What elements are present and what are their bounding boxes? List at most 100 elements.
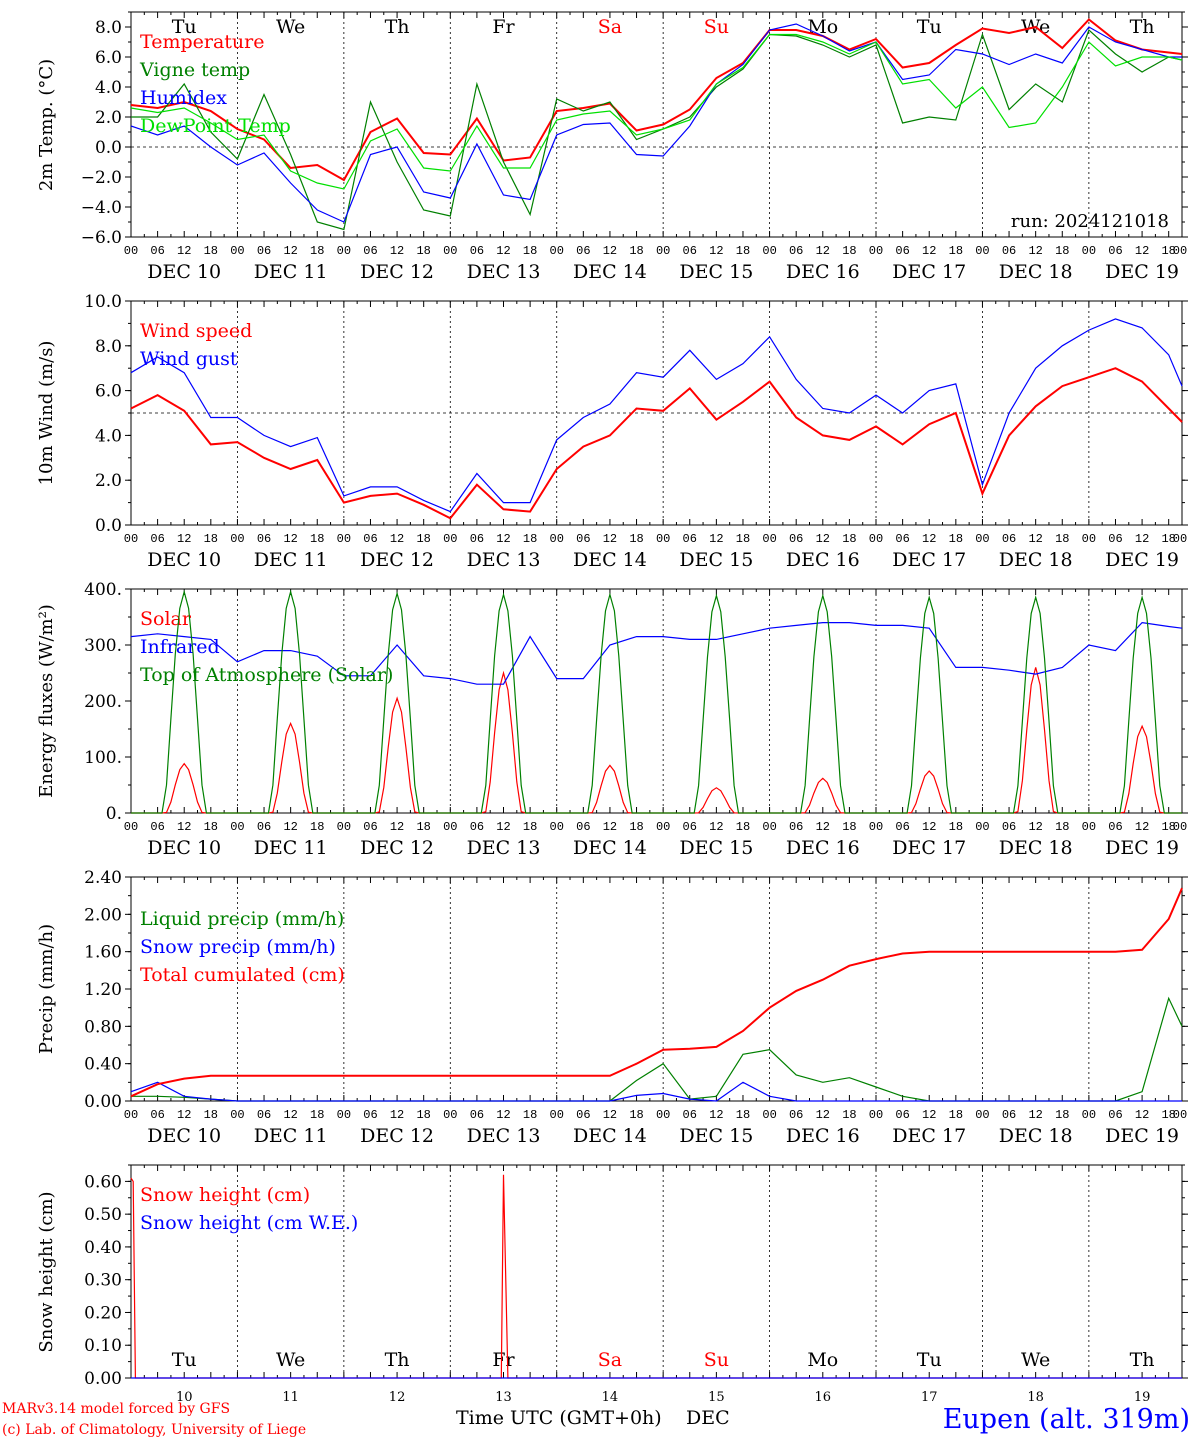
x-hour-label: 00 [656, 532, 670, 546]
x-hour-label: 18 [523, 820, 537, 834]
x-hour-label: 12 [496, 532, 510, 546]
x-hour-label: 18 [1055, 1108, 1069, 1122]
weekday-label: Th [385, 16, 410, 38]
x-hour-label: 18 [842, 1108, 856, 1122]
x-day-label: 10 [176, 1390, 193, 1405]
legend-total-cumulated-cm: Total cumulated (cm) [140, 964, 345, 986]
weekday-label: Mo [807, 16, 838, 38]
x-date-label: DEC 12 [360, 1125, 434, 1147]
x-day-label: 13 [495, 1390, 512, 1405]
y-tick-label: 8.0 [95, 18, 122, 38]
x-hour-label: 12 [1028, 532, 1042, 546]
x-hour-label: 06 [895, 244, 909, 258]
x-hour-label: 06 [470, 1108, 484, 1122]
series-line-infrared [130, 621, 1183, 685]
x-hour-label: 06 [150, 1108, 164, 1122]
x-hour-label: 00 [124, 1108, 138, 1122]
x-hour-label: 12 [709, 1108, 723, 1122]
x-date-label: DEC 12 [360, 549, 434, 571]
legend-liquid-precip-mm-h: Liquid precip (mm/h) [140, 908, 344, 930]
y-tick-label: 0.60 [84, 1172, 122, 1192]
y-axis-title: Energy fluxes (W/m²) [36, 604, 57, 798]
legend-snow-height-cm: Snow height (cm) [140, 1184, 310, 1206]
x-hour-label: 12 [603, 532, 617, 546]
y-tick-label: 0.80 [84, 1017, 122, 1037]
x-hour-label: 18 [310, 1108, 324, 1122]
x-date-label: DEC 17 [892, 1125, 966, 1147]
x-hour-label: 06 [683, 244, 697, 258]
x-hour-label: 06 [1108, 532, 1122, 546]
x-hour-label: 06 [1108, 820, 1122, 834]
series-line-snow-precip-mm-h [130, 1081, 1182, 1102]
y-tick-label: −4.0 [81, 198, 122, 218]
x-hour-label: 12 [603, 820, 617, 834]
x-date-label: DEC 18 [999, 1125, 1073, 1147]
x-hour-label: 18 [310, 820, 324, 834]
y-tick-label: 0.00 [84, 1092, 122, 1112]
y-axis-title: Precip (mm/h) [36, 924, 57, 1054]
x-hour-label: 06 [1108, 244, 1122, 258]
x-hour-label: 18 [629, 820, 643, 834]
x-day-label: 18 [1027, 1390, 1044, 1405]
x-hour-label: 12 [816, 1108, 830, 1122]
x-day-label: 19 [1134, 1390, 1151, 1405]
x-hour-label: 18 [204, 1108, 218, 1122]
weekday-label: Tu [917, 1349, 942, 1371]
y-axis-title: Snow height (cm) [36, 1191, 57, 1352]
x-hour-label: 12 [1135, 820, 1149, 834]
x-hour-label: 12 [283, 820, 297, 834]
x-hour-label: 00 [230, 820, 244, 834]
weekday-label: Th [385, 1349, 410, 1371]
x-hour-label: 12 [816, 820, 830, 834]
y-tick-label: 2.40 [84, 868, 122, 888]
x-date-label: DEC 17 [892, 261, 966, 283]
legend-snow-precip-mm-h: Snow precip (mm/h) [140, 936, 336, 958]
x-hour-label: 06 [1002, 820, 1016, 834]
x-hour-label: 06 [257, 532, 271, 546]
x-hour-label: 00 [762, 244, 776, 258]
x-date-label: DEC 18 [999, 261, 1073, 283]
x-hour-label: 00 [1173, 820, 1187, 834]
weekday-label: Th [1130, 1349, 1155, 1371]
x-hour-label: 18 [736, 244, 750, 258]
x-hour-label: 00 [337, 1108, 351, 1122]
x-hour-label: 18 [310, 532, 324, 546]
legend-temperature: Temperature [140, 31, 264, 53]
x-date-label: DEC 11 [254, 549, 328, 571]
x-hour-label: 00 [869, 532, 883, 546]
y-tick-label: 0.00 [84, 1369, 122, 1389]
panel-3: 400. 300. 200. 100. 0. Energy fluxes (W/m²) 00… [36, 580, 1188, 859]
x-hour-label: 12 [922, 820, 936, 834]
x-hour-label: 06 [150, 244, 164, 258]
weekday-label: Th [1130, 16, 1155, 38]
x-date-label: DEC 13 [467, 1125, 541, 1147]
x-hour-label: 18 [949, 820, 963, 834]
x-date-label: DEC 15 [679, 549, 753, 571]
x-date-label: DEC 16 [786, 549, 860, 571]
x-hour-label: 06 [363, 1108, 377, 1122]
x-hour-label: 00 [443, 820, 457, 834]
x-hour-label: 12 [283, 532, 297, 546]
x-hour-label: 18 [204, 532, 218, 546]
x-day-label: 15 [708, 1390, 725, 1405]
x-axis-title: Time UTC (GMT+0h) [456, 1407, 662, 1429]
x-date-label: DEC 10 [147, 549, 221, 571]
x-hour-label: 12 [1135, 532, 1149, 546]
x-hour-label: 12 [709, 820, 723, 834]
x-hour-label: 12 [390, 244, 404, 258]
x-hour-label: 18 [1161, 1108, 1175, 1122]
x-hour-label: 12 [283, 1108, 297, 1122]
legend-dewpoint-temp: DewPoint Temp [140, 115, 291, 137]
x-hour-label: 00 [975, 244, 989, 258]
x-hour-label: 12 [390, 820, 404, 834]
x-hour-label: 18 [736, 532, 750, 546]
x-hour-label: 12 [1135, 244, 1149, 258]
x-hour-label: 12 [816, 244, 830, 258]
x-hour-label: 06 [895, 532, 909, 546]
x-hour-label: 12 [390, 1108, 404, 1122]
x-hour-label: 12 [177, 1108, 191, 1122]
x-date-label: DEC 14 [573, 837, 647, 859]
weekday-label: Mo [807, 1349, 838, 1371]
y-tick-label: 2.0 [95, 108, 122, 128]
y-tick-label: −6.0 [81, 228, 122, 248]
